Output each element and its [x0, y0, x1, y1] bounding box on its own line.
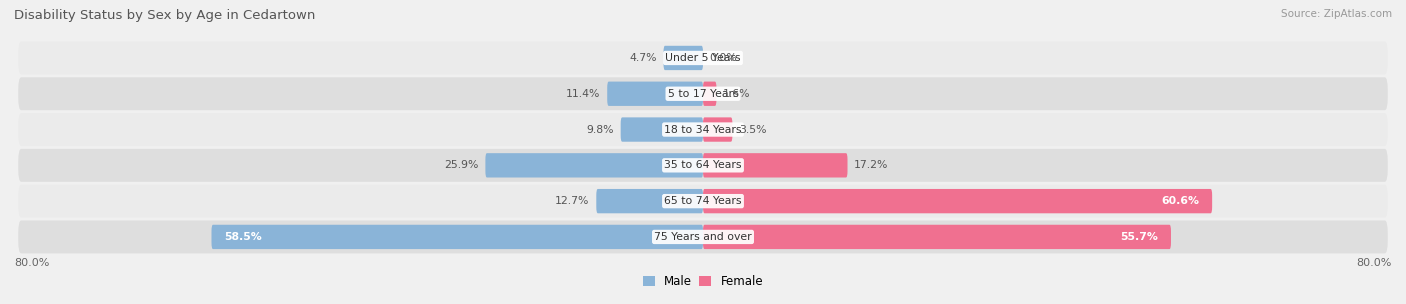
Text: 58.5%: 58.5%	[224, 232, 262, 242]
Text: 11.4%: 11.4%	[567, 89, 600, 99]
Text: 18 to 34 Years: 18 to 34 Years	[664, 125, 742, 135]
Text: 4.7%: 4.7%	[630, 53, 657, 63]
Text: 3.5%: 3.5%	[740, 125, 766, 135]
FancyBboxPatch shape	[18, 113, 1388, 146]
Text: 5 to 17 Years: 5 to 17 Years	[668, 89, 738, 99]
Text: 80.0%: 80.0%	[1357, 258, 1392, 268]
FancyBboxPatch shape	[18, 41, 1388, 74]
FancyBboxPatch shape	[620, 117, 703, 142]
FancyBboxPatch shape	[485, 153, 703, 178]
Text: 65 to 74 Years: 65 to 74 Years	[664, 196, 742, 206]
Text: 12.7%: 12.7%	[555, 196, 589, 206]
FancyBboxPatch shape	[703, 225, 1171, 249]
Text: Under 5 Years: Under 5 Years	[665, 53, 741, 63]
FancyBboxPatch shape	[211, 225, 703, 249]
FancyBboxPatch shape	[664, 46, 703, 70]
FancyBboxPatch shape	[18, 220, 1388, 254]
Text: 35 to 64 Years: 35 to 64 Years	[664, 160, 742, 170]
FancyBboxPatch shape	[18, 149, 1388, 182]
Text: 9.8%: 9.8%	[586, 125, 614, 135]
Text: Disability Status by Sex by Age in Cedartown: Disability Status by Sex by Age in Cedar…	[14, 9, 315, 22]
FancyBboxPatch shape	[703, 189, 1212, 213]
FancyBboxPatch shape	[18, 185, 1388, 218]
Text: 80.0%: 80.0%	[14, 258, 49, 268]
Text: 1.6%: 1.6%	[723, 89, 751, 99]
FancyBboxPatch shape	[596, 189, 703, 213]
Legend: Male, Female: Male, Female	[638, 270, 768, 292]
Text: 60.6%: 60.6%	[1161, 196, 1199, 206]
FancyBboxPatch shape	[18, 77, 1388, 110]
Text: 75 Years and over: 75 Years and over	[654, 232, 752, 242]
Text: 17.2%: 17.2%	[855, 160, 889, 170]
Text: 25.9%: 25.9%	[444, 160, 478, 170]
FancyBboxPatch shape	[703, 153, 848, 178]
FancyBboxPatch shape	[703, 117, 733, 142]
Text: 0.0%: 0.0%	[710, 53, 738, 63]
FancyBboxPatch shape	[703, 81, 717, 106]
Text: 55.7%: 55.7%	[1121, 232, 1159, 242]
FancyBboxPatch shape	[607, 81, 703, 106]
Text: Source: ZipAtlas.com: Source: ZipAtlas.com	[1281, 9, 1392, 19]
